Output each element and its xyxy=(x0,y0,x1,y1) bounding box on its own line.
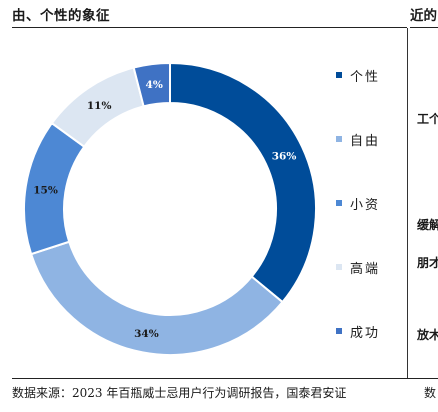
source-note: 数据来源：2023 年百瓶威士忌用户行为调研报告，国泰君安证 xyxy=(12,386,347,400)
donut-slice-4 xyxy=(132,61,171,108)
right-panel-title: 近的 xyxy=(410,8,437,24)
donut-slice-0 xyxy=(169,61,317,304)
slice-label-1: 34% xyxy=(134,328,159,340)
panel-title: 由、个性的象征 xyxy=(12,8,110,24)
bottom-rule xyxy=(12,378,438,379)
legend-swatch xyxy=(336,200,342,206)
right-panel-fragments: 工个 缓解 朋才 放木 xyxy=(417,28,438,378)
legend-swatch xyxy=(336,328,342,334)
right-fragment: 工个 xyxy=(417,112,438,126)
slice-label-4: 4% xyxy=(146,79,163,91)
right-source-fragment: 数 xyxy=(424,386,437,400)
top-rule xyxy=(12,27,407,28)
legend-label: 个性 xyxy=(350,70,381,85)
legend-label: 成功 xyxy=(350,326,381,341)
legend-swatch xyxy=(336,136,342,142)
slice-label-3: 11% xyxy=(87,100,112,112)
right-top-rule xyxy=(410,27,438,28)
legend-label: 高端 xyxy=(350,262,381,277)
chart-legend: 个性 自由 小资 高端 成功 xyxy=(336,66,380,386)
right-fragment: 朋才 xyxy=(417,256,438,270)
legend-item: 高端 xyxy=(336,258,380,322)
legend-item: 自由 xyxy=(336,130,380,194)
legend-item: 个性 xyxy=(336,66,380,130)
legend-swatch xyxy=(336,72,342,78)
legend-label: 小资 xyxy=(350,198,381,213)
right-fragment: 缓解 xyxy=(417,218,438,232)
legend-swatch xyxy=(336,264,342,270)
right-fragment: 放木 xyxy=(417,328,438,342)
panel-divider xyxy=(407,28,408,378)
slice-label-0: 36% xyxy=(272,150,297,162)
slice-label-2: 15% xyxy=(33,184,58,196)
legend-label: 自由 xyxy=(350,134,381,149)
legend-item: 小资 xyxy=(336,194,380,258)
donut-chart: 36% 34% 15% 11% 4% xyxy=(23,61,317,356)
legend-item: 成功 xyxy=(336,322,380,386)
